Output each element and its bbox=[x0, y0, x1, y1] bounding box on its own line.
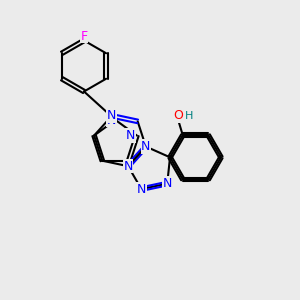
Text: N: N bbox=[126, 129, 135, 142]
Text: N: N bbox=[107, 110, 116, 122]
Text: F: F bbox=[80, 29, 88, 43]
Text: H: H bbox=[184, 111, 193, 121]
Text: N: N bbox=[163, 177, 172, 190]
Text: N: N bbox=[141, 140, 151, 153]
Text: N: N bbox=[106, 113, 116, 127]
Text: N: N bbox=[124, 160, 133, 173]
Text: O: O bbox=[173, 109, 183, 122]
Text: N: N bbox=[137, 183, 146, 196]
